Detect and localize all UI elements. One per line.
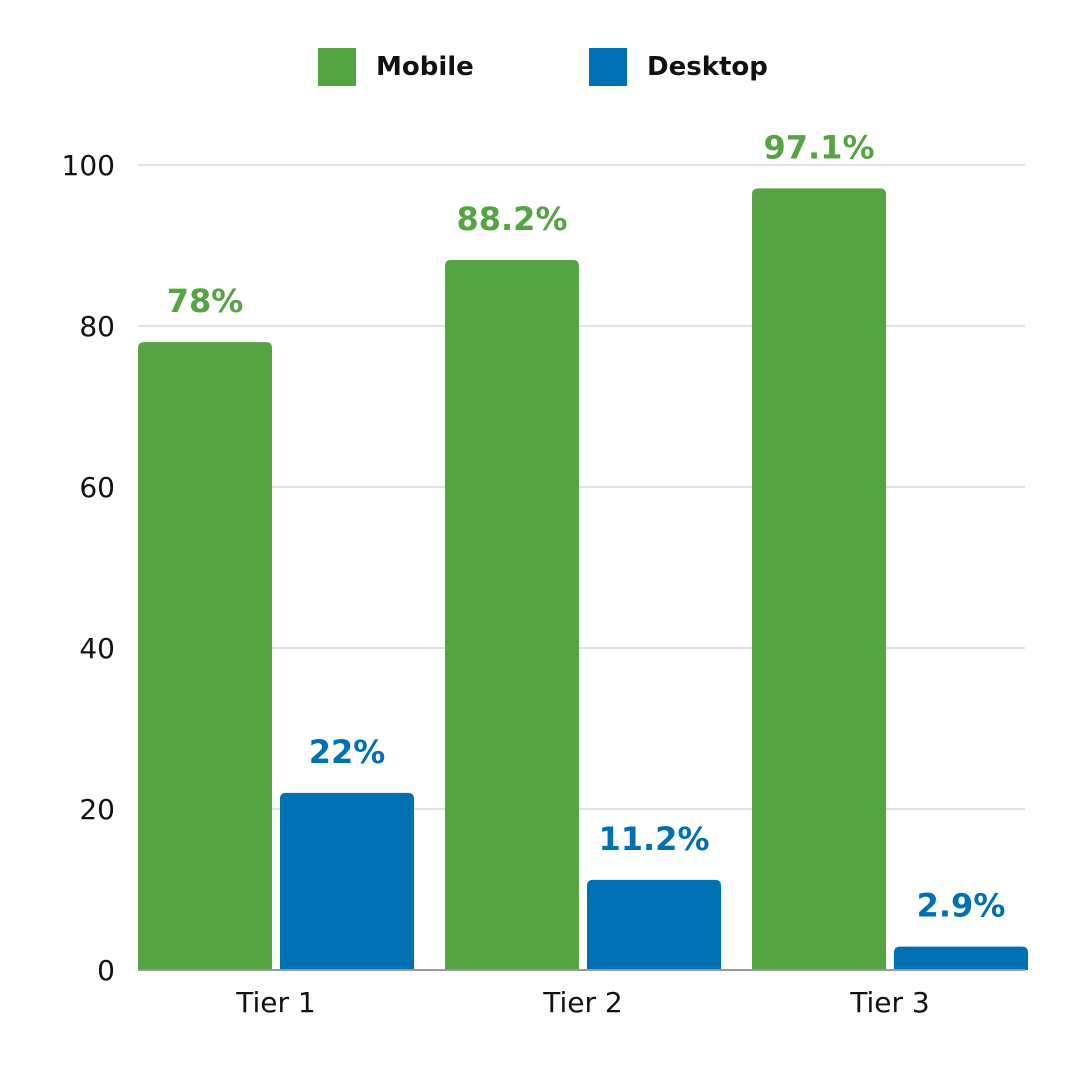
- bar-mobile-tier-1: [138, 342, 272, 971]
- x-axis-categories: Tier 1 Tier 2 Tier 3: [235, 986, 929, 1019]
- x-tick-label: Tier 1: [235, 986, 315, 1019]
- y-tick-label: 60: [79, 471, 115, 504]
- data-label-mobile-tier-2: 88.2%: [456, 200, 567, 238]
- y-tick-label: 80: [79, 310, 115, 343]
- legend-item-mobile: Mobile: [318, 48, 474, 86]
- data-label-desktop-tier-1: 22%: [309, 733, 386, 771]
- data-label-desktop-tier-3: 2.9%: [917, 887, 1006, 925]
- bar-desktop-tier-2: [587, 879, 721, 970]
- bar-desktop-tier-3: [894, 946, 1028, 970]
- bar-mobile-tier-2: [445, 259, 579, 970]
- legend-label-desktop: Desktop: [647, 52, 768, 82]
- chart-legend: Mobile Desktop: [0, 48, 1080, 88]
- data-label-mobile-tier-3: 97.1%: [763, 128, 874, 166]
- bar-mobile-tier-3: [752, 188, 886, 971]
- y-tick-label: 40: [79, 632, 115, 665]
- y-tick-label: 20: [79, 793, 115, 826]
- y-tick-label: 100: [62, 149, 115, 182]
- legend-item-desktop: Desktop: [589, 48, 768, 86]
- legend-swatch-desktop: [589, 48, 627, 86]
- x-tick-label: Tier 2: [542, 986, 622, 1019]
- data-label-mobile-tier-1: 78%: [167, 282, 244, 320]
- data-label-desktop-tier-2: 11.2%: [598, 820, 709, 858]
- x-tick-label: Tier 3: [849, 986, 929, 1019]
- legend-label-mobile: Mobile: [376, 52, 474, 82]
- bar-desktop-tier-1: [280, 792, 414, 970]
- y-axis-ticks: 0 20 40 60 80 100: [62, 149, 115, 987]
- bars: [138, 188, 1028, 971]
- legend-swatch-mobile: [318, 48, 356, 86]
- data-labels: 78% 22% 88.2% 11.2% 97.1% 2.9%: [167, 128, 1006, 924]
- y-tick-label: 0: [97, 954, 115, 987]
